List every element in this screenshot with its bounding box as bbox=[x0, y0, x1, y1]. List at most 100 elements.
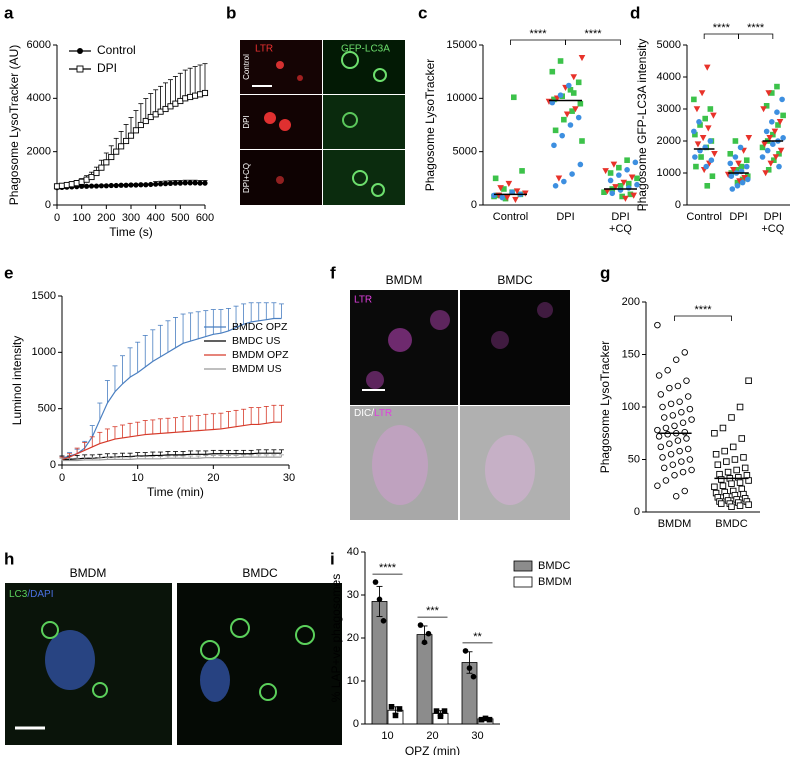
marker bbox=[662, 477, 670, 484]
marker bbox=[738, 485, 746, 493]
marker bbox=[167, 103, 174, 110]
panel-h-images: LC3/DAPI BMDM BMDC bbox=[5, 566, 342, 745]
error-bar bbox=[248, 407, 254, 425]
marker bbox=[602, 168, 609, 175]
error-bar bbox=[177, 72, 183, 101]
channel-label: LTR bbox=[255, 44, 273, 55]
error-bar bbox=[188, 415, 194, 432]
marker bbox=[704, 183, 711, 189]
image bbox=[323, 150, 405, 205]
marker bbox=[759, 144, 766, 151]
marker bbox=[699, 135, 707, 142]
error-bar bbox=[263, 406, 269, 424]
marker bbox=[698, 90, 706, 97]
error-bar bbox=[278, 404, 284, 423]
marker bbox=[679, 419, 687, 427]
marker bbox=[769, 90, 775, 96]
marker bbox=[654, 426, 661, 434]
marker bbox=[740, 454, 747, 461]
marker bbox=[466, 665, 473, 671]
error-bar bbox=[210, 413, 216, 430]
marker bbox=[731, 456, 739, 463]
phagosome bbox=[41, 621, 59, 639]
legend-swatch bbox=[513, 560, 533, 572]
marker bbox=[767, 160, 775, 167]
error-bar bbox=[241, 303, 247, 325]
marker bbox=[572, 106, 579, 113]
marker bbox=[616, 164, 622, 171]
marker bbox=[575, 114, 582, 121]
marker bbox=[84, 183, 90, 189]
marker bbox=[734, 183, 741, 189]
marker bbox=[98, 164, 105, 171]
error-bar bbox=[180, 313, 186, 344]
marker bbox=[617, 187, 624, 193]
marker bbox=[182, 95, 189, 102]
marker bbox=[667, 400, 675, 408]
marker bbox=[604, 188, 611, 195]
marker bbox=[133, 182, 139, 188]
phagosome bbox=[295, 625, 315, 645]
x-axis-label: Time (s) bbox=[109, 225, 153, 239]
error-bar bbox=[233, 409, 239, 427]
y-tick-label: 5000 bbox=[657, 39, 681, 51]
error-bar bbox=[195, 415, 201, 431]
legend-label: BMDC US bbox=[232, 335, 280, 347]
marker bbox=[607, 177, 614, 184]
error-bar bbox=[218, 309, 224, 334]
marker bbox=[502, 195, 509, 202]
cell bbox=[352, 170, 368, 186]
y-axis-label: Phagosome LysoTracker bbox=[423, 59, 437, 192]
x-tick-label: 30 bbox=[283, 472, 295, 484]
marker bbox=[703, 64, 711, 71]
marker bbox=[774, 83, 780, 90]
error-bar bbox=[278, 303, 284, 319]
significance-bracket bbox=[703, 33, 739, 39]
marker bbox=[770, 141, 776, 147]
column-label: BMDM bbox=[386, 273, 423, 287]
y-tick-label: 30 bbox=[347, 589, 359, 601]
error-bar bbox=[89, 436, 95, 447]
y-tick-label: 4000 bbox=[27, 92, 51, 104]
marker bbox=[570, 90, 577, 96]
error-bar bbox=[97, 431, 103, 444]
marker bbox=[570, 74, 578, 81]
marker bbox=[662, 424, 670, 432]
marker bbox=[612, 184, 619, 191]
image bbox=[323, 95, 405, 149]
phagosome bbox=[200, 640, 220, 660]
significance-label: **** bbox=[379, 562, 397, 574]
marker bbox=[501, 186, 507, 192]
error-bar bbox=[173, 317, 178, 348]
significance-bracket bbox=[510, 39, 566, 45]
error-bar bbox=[241, 408, 247, 426]
marker bbox=[702, 115, 708, 122]
marker bbox=[551, 96, 557, 103]
column-label: BMDC bbox=[242, 566, 278, 580]
x-tick-label: DPI bbox=[764, 211, 782, 223]
marker bbox=[683, 377, 690, 385]
x-axis-label: Time (min) bbox=[147, 485, 204, 499]
error-bar bbox=[112, 365, 118, 392]
marker bbox=[491, 192, 497, 199]
cell bbox=[297, 75, 303, 81]
marker bbox=[118, 182, 124, 188]
marker bbox=[764, 147, 771, 154]
marker bbox=[703, 163, 710, 170]
marker bbox=[719, 424, 727, 432]
marker bbox=[679, 468, 687, 476]
error-bar bbox=[82, 442, 88, 451]
marker bbox=[561, 178, 567, 185]
error-bar bbox=[142, 420, 148, 435]
marker bbox=[723, 458, 730, 465]
channel-label: DIC/LTR bbox=[354, 408, 392, 419]
marker bbox=[738, 435, 746, 442]
marker bbox=[162, 181, 169, 187]
marker bbox=[676, 447, 683, 455]
marker bbox=[624, 157, 630, 163]
y-axis-label: Phagosome GFP-LC3A intensity bbox=[635, 39, 649, 212]
marker bbox=[132, 127, 139, 134]
error-bar bbox=[263, 302, 269, 320]
marker bbox=[733, 466, 740, 474]
marker bbox=[123, 182, 129, 188]
